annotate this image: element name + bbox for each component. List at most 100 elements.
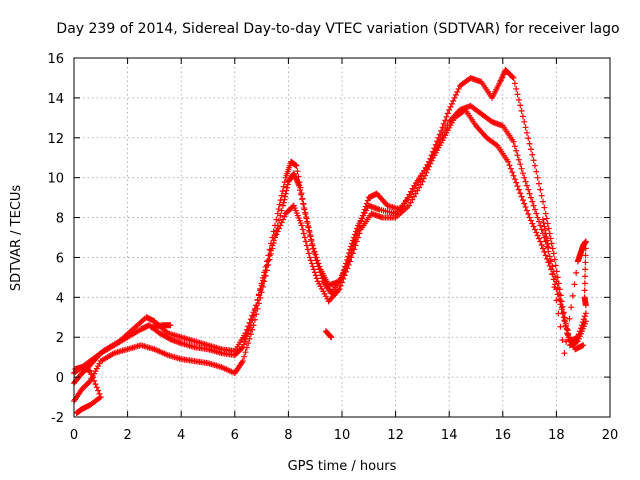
data-point (582, 238, 589, 245)
data-point (569, 292, 576, 299)
data-point (430, 148, 437, 155)
x-tick-label: 20 (602, 428, 619, 443)
data-point (241, 353, 248, 360)
data-point (281, 179, 288, 186)
data-point (542, 252, 549, 259)
data-point (312, 251, 319, 258)
data-point (356, 230, 363, 237)
data-point (310, 266, 317, 273)
data-point (293, 162, 300, 169)
data-point (529, 220, 536, 227)
data-point (507, 165, 514, 172)
data-point (563, 338, 570, 345)
data-point (565, 334, 572, 341)
data-point (92, 381, 99, 388)
y-tick-label: 16 (47, 52, 64, 67)
data-point (517, 161, 524, 168)
data-point (542, 227, 549, 234)
data-point (282, 193, 289, 200)
data-point (554, 274, 561, 281)
data-point (359, 212, 366, 219)
plot-frame (73, 57, 611, 418)
data-point (278, 207, 285, 214)
data-point (447, 103, 454, 110)
data-point (302, 238, 309, 245)
data-point (348, 254, 355, 261)
data-point (522, 178, 529, 185)
data-point (537, 222, 544, 229)
y-tick-label: 12 (47, 132, 64, 147)
data-point (540, 220, 547, 227)
data-point (280, 202, 287, 209)
data-point (438, 127, 445, 134)
data-point (339, 279, 345, 286)
data-point (280, 183, 287, 190)
grid-lines (74, 58, 610, 417)
series-track-2 (71, 66, 589, 377)
data-point (544, 240, 551, 247)
data-point (531, 226, 538, 233)
data-point (426, 163, 433, 170)
data-point (540, 245, 546, 252)
data-point (454, 88, 461, 95)
data-point (249, 312, 256, 319)
data-point (89, 374, 96, 381)
data-point (527, 217, 534, 224)
data-point (347, 258, 354, 265)
data-point (448, 100, 455, 107)
data-point (363, 200, 370, 207)
data-point (582, 259, 589, 266)
data-point (547, 257, 554, 264)
data-point (87, 368, 94, 375)
data-point (263, 267, 270, 274)
data-point (259, 283, 266, 290)
data-point (307, 233, 314, 240)
data-point (562, 322, 569, 329)
data-point (530, 157, 537, 164)
data-point (428, 157, 435, 164)
data-point (101, 347, 108, 354)
data-point (550, 250, 557, 257)
data-point (364, 197, 371, 204)
data-point (276, 225, 283, 232)
data-point (269, 245, 276, 252)
data-point (442, 117, 449, 124)
data-point (250, 322, 257, 329)
data-point (278, 219, 285, 226)
data-point (535, 218, 542, 225)
data-point (529, 198, 536, 205)
data-point (302, 211, 309, 218)
data-point (521, 118, 528, 125)
data-point (559, 336, 566, 343)
data-point (440, 120, 447, 127)
y-tick-label: 0 (56, 371, 64, 386)
data-point (582, 310, 589, 317)
y-tick-label: -2 (51, 411, 64, 426)
data-point (280, 199, 287, 206)
data-point (513, 147, 520, 154)
data-point (564, 327, 571, 334)
data-point (443, 113, 450, 120)
data-point (299, 226, 306, 233)
data-point (245, 323, 252, 330)
data-point (424, 166, 431, 173)
data-point (278, 192, 285, 199)
data-point (309, 242, 316, 249)
data-point (568, 304, 575, 311)
data-point (266, 246, 273, 253)
data-point (266, 256, 273, 263)
data-point (546, 262, 553, 269)
data-point (538, 241, 545, 248)
data-point (511, 176, 518, 183)
data-point (422, 172, 429, 179)
data-point (267, 250, 274, 257)
data-point (301, 234, 308, 241)
data-point (315, 260, 322, 267)
data-point (439, 124, 446, 131)
data-point (515, 186, 522, 193)
data-point (435, 134, 442, 141)
data-point (341, 272, 348, 279)
data-point (419, 178, 426, 185)
data-point (88, 371, 95, 378)
y-axis-label: SDTVAR / TECUs (9, 185, 24, 292)
